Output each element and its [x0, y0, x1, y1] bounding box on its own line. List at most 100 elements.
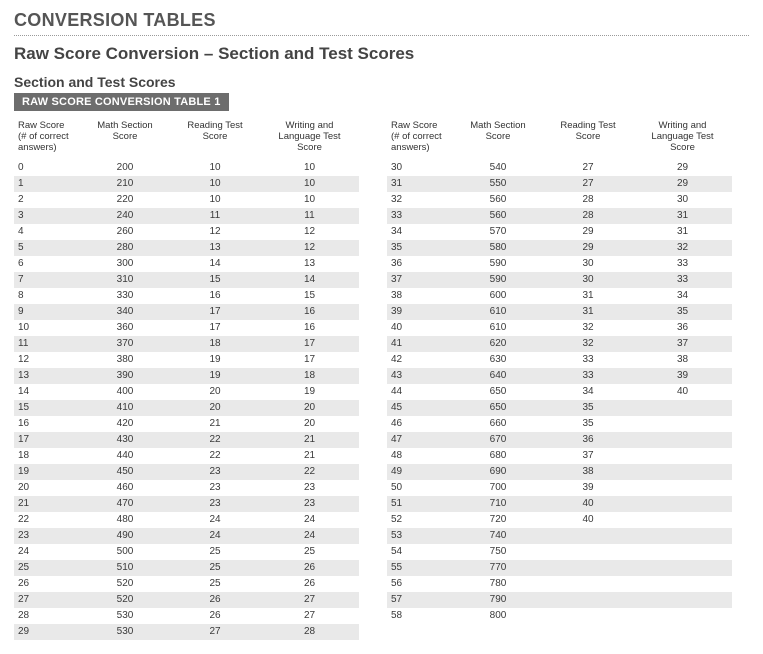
cell-math: 640 [453, 368, 543, 384]
table-row: 214702323 [14, 496, 359, 512]
table-row: 54750 [387, 544, 732, 560]
cell-wl: 25 [260, 544, 359, 560]
cell-wl [633, 512, 732, 528]
table-row: 154102020 [14, 400, 359, 416]
cell-wl: 21 [260, 448, 359, 464]
cell-read: 26 [170, 608, 260, 624]
cell-wl: 39 [633, 368, 732, 384]
cell-raw: 7 [14, 272, 80, 288]
table-row: 375903033 [387, 272, 732, 288]
cell-wl: 12 [260, 224, 359, 240]
cell-raw: 46 [387, 416, 453, 432]
cell-wl: 12 [260, 240, 359, 256]
cell-wl: 27 [260, 592, 359, 608]
cell-wl: 34 [633, 288, 732, 304]
cell-wl: 20 [260, 400, 359, 416]
table-row: 133901918 [14, 368, 359, 384]
cell-math: 750 [453, 544, 543, 560]
cell-raw: 49 [387, 464, 453, 480]
cell-read: 30 [543, 272, 633, 288]
cell-math: 310 [80, 272, 170, 288]
cell-math: 650 [453, 384, 543, 400]
cell-read: 34 [543, 384, 633, 400]
cell-raw: 29 [14, 624, 80, 640]
col-header-wl: Writing andLanguage TestScore [633, 119, 732, 160]
cell-raw: 52 [387, 512, 453, 528]
col-header-math: Math SectionScore [80, 119, 170, 160]
divider [14, 35, 749, 36]
cell-math: 550 [453, 176, 543, 192]
cell-math: 600 [453, 288, 543, 304]
cell-math: 710 [453, 496, 543, 512]
cell-math: 400 [80, 384, 170, 400]
cell-math: 450 [80, 464, 170, 480]
cell-math: 590 [453, 256, 543, 272]
cell-read: 40 [543, 512, 633, 528]
cell-wl: 36 [633, 320, 732, 336]
cell-read: 20 [170, 400, 260, 416]
table-row: 103601716 [14, 320, 359, 336]
cell-raw: 14 [14, 384, 80, 400]
cell-wl: 29 [633, 160, 732, 176]
cell-math: 510 [80, 560, 170, 576]
table-row: 52801312 [14, 240, 359, 256]
table-row: 93401716 [14, 304, 359, 320]
table-row: 164202120 [14, 416, 359, 432]
table-row: 4767036 [387, 432, 732, 448]
table-row: 5272040 [387, 512, 732, 528]
cell-wl: 21 [260, 432, 359, 448]
conversion-tables-wrap: Raw Score(# of correctanswers) Math Sect… [14, 119, 749, 640]
cell-wl [633, 416, 732, 432]
cell-read: 15 [170, 272, 260, 288]
cell-raw: 42 [387, 352, 453, 368]
table-row: 234902424 [14, 528, 359, 544]
cell-read [543, 560, 633, 576]
table-row: 32401111 [14, 208, 359, 224]
cell-math: 360 [80, 320, 170, 336]
cell-raw: 50 [387, 480, 453, 496]
cell-read: 28 [543, 208, 633, 224]
cell-read: 20 [170, 384, 260, 400]
cell-raw: 22 [14, 512, 80, 528]
table-row: 335602831 [387, 208, 732, 224]
cell-wl [633, 560, 732, 576]
cell-math: 690 [453, 464, 543, 480]
cell-raw: 11 [14, 336, 80, 352]
cell-raw: 39 [387, 304, 453, 320]
cell-raw: 9 [14, 304, 80, 320]
cell-math: 570 [453, 224, 543, 240]
cell-math: 410 [80, 400, 170, 416]
cell-read: 17 [170, 320, 260, 336]
cell-math: 500 [80, 544, 170, 560]
cell-raw: 32 [387, 192, 453, 208]
table-row: 416203237 [387, 336, 732, 352]
cell-wl: 24 [260, 512, 359, 528]
cell-math: 580 [453, 240, 543, 256]
cell-read: 10 [170, 160, 260, 176]
table-row: 255102526 [14, 560, 359, 576]
col-header-raw: Raw Score(# of correctanswers) [14, 119, 80, 160]
cell-math: 200 [80, 160, 170, 176]
cell-read: 33 [543, 352, 633, 368]
cell-math: 260 [80, 224, 170, 240]
cell-raw: 48 [387, 448, 453, 464]
cell-wl: 10 [260, 176, 359, 192]
cell-math: 800 [453, 608, 543, 624]
cell-raw: 54 [387, 544, 453, 560]
cell-raw: 38 [387, 288, 453, 304]
cell-wl [633, 528, 732, 544]
cell-raw: 43 [387, 368, 453, 384]
table-row: 57790 [387, 592, 732, 608]
cell-wl: 20 [260, 416, 359, 432]
table-row: 325602830 [387, 192, 732, 208]
cell-read: 29 [543, 224, 633, 240]
cell-wl: 17 [260, 352, 359, 368]
cell-math: 420 [80, 416, 170, 432]
cell-raw: 1 [14, 176, 80, 192]
cell-raw: 23 [14, 528, 80, 544]
cell-wl: 26 [260, 560, 359, 576]
cell-math: 380 [80, 352, 170, 368]
cell-math: 540 [453, 160, 543, 176]
page-subtitle: Raw Score Conversion – Section and Test … [14, 44, 749, 64]
cell-raw: 0 [14, 160, 80, 176]
